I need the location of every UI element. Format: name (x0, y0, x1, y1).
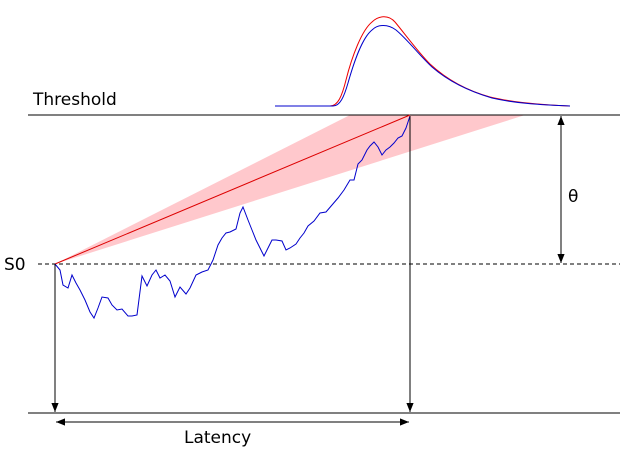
latency-label: Latency (184, 428, 251, 448)
drift-variability-cone (55, 115, 525, 264)
mean-drift-line (54, 114, 411, 265)
density-curve-red (275, 16, 571, 107)
theta-label: θ (568, 187, 578, 207)
start-point-label: S0 (4, 255, 26, 275)
threshold-label: Threshold (32, 90, 117, 110)
evidence-accumulation-path (54, 115, 411, 320)
density-curve-blue (275, 25, 571, 107)
